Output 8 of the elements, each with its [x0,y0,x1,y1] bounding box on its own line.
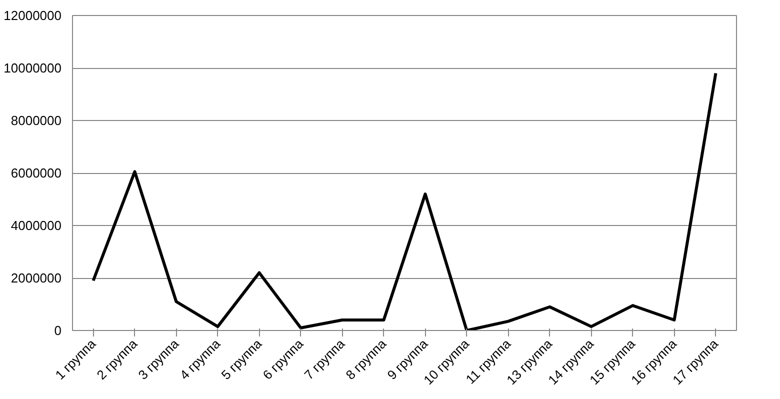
y-tick-label: 12000000 [4,8,62,23]
line-series [92,72,718,330]
y-tick-label: 0 [54,323,62,338]
y-tick-label: 10000000 [4,60,62,76]
y-tick-label: 2000000 [10,270,62,286]
y-tick-label: 4000000 [10,218,62,233]
y-tick-label: 6000000 [10,166,62,180]
y-tick-label: 8000000 [10,113,62,128]
